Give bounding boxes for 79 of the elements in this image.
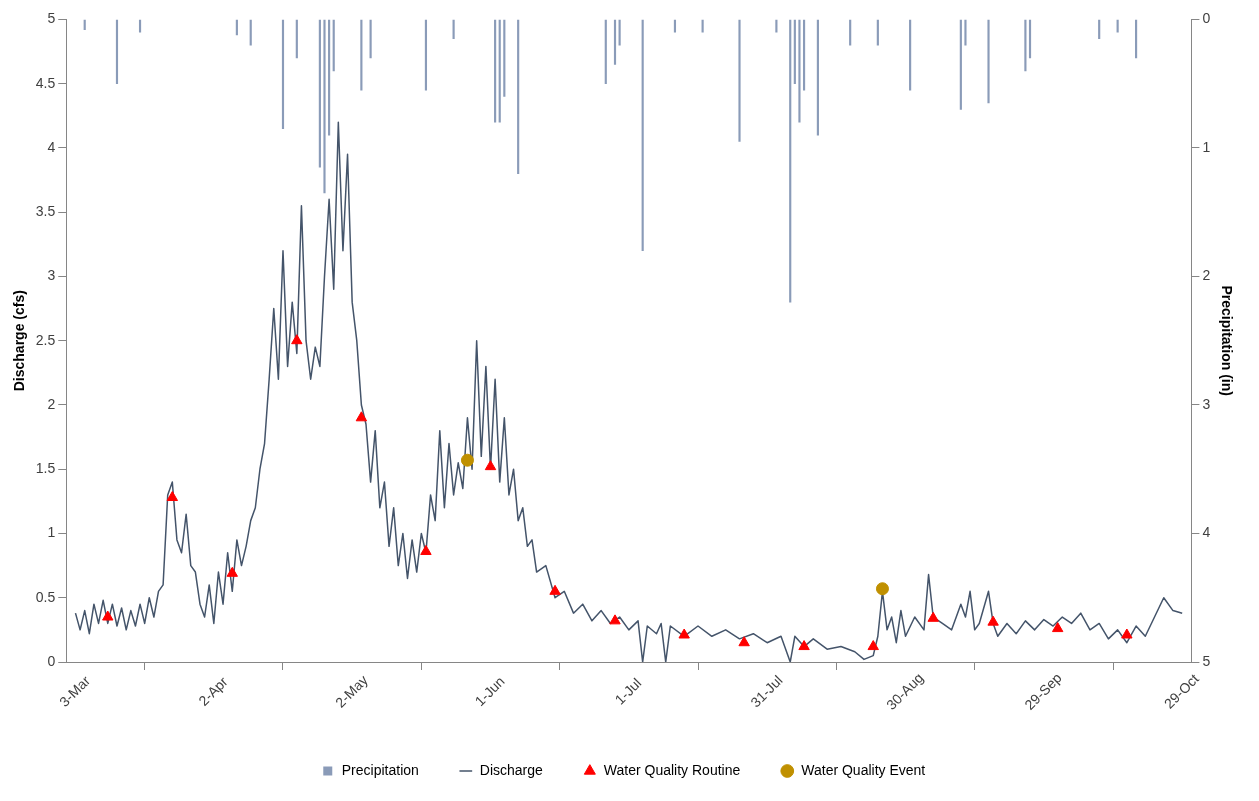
bar <box>328 19 331 136</box>
bar <box>775 19 778 33</box>
point <box>102 610 114 621</box>
bar <box>673 19 677 33</box>
legend-label: Water Quality Event <box>801 761 926 778</box>
bar <box>909 19 912 91</box>
bar <box>318 19 321 168</box>
bar <box>1098 19 1101 40</box>
point <box>460 453 474 467</box>
y2-tick-label: 2 <box>1202 267 1211 284</box>
bar <box>424 19 428 91</box>
bar <box>517 19 520 174</box>
bar <box>494 19 497 123</box>
bar <box>452 19 455 40</box>
bar <box>959 19 962 110</box>
point <box>420 544 432 555</box>
bar <box>613 19 617 65</box>
bar <box>793 19 796 84</box>
y-tick-label: 3 <box>47 267 56 284</box>
y2-axis-title: Precipitation (in) <box>1218 285 1235 396</box>
y-tick-label: 0.5 <box>35 588 56 605</box>
bar <box>281 19 285 129</box>
bar <box>369 19 372 59</box>
y-tick-label: 4 <box>47 138 56 155</box>
y2-tick-label: 1 <box>1202 138 1211 155</box>
bar <box>802 19 806 91</box>
point <box>1121 628 1133 639</box>
point <box>355 411 368 422</box>
point <box>875 582 889 596</box>
bar <box>1116 19 1119 33</box>
y-tick-label: 0 <box>47 652 56 669</box>
bar <box>138 19 142 33</box>
y-tick-label: 1 <box>47 524 56 541</box>
point <box>549 584 561 595</box>
point <box>987 615 999 626</box>
bar <box>115 19 119 84</box>
point <box>609 614 621 625</box>
bar <box>789 19 792 303</box>
point <box>798 640 810 651</box>
y2-tick-label: 4 <box>1202 524 1211 541</box>
point <box>484 460 497 471</box>
bar <box>738 19 741 142</box>
y-tick-label: 2.5 <box>35 331 56 348</box>
bar <box>295 19 298 59</box>
point <box>867 640 879 651</box>
point <box>291 334 303 345</box>
legend-label: Water Quality Routine <box>603 761 741 778</box>
point <box>226 566 238 577</box>
bar <box>604 19 607 84</box>
bar <box>987 19 990 104</box>
y-tick-label: 2 <box>47 395 56 412</box>
bar <box>1024 19 1027 72</box>
legend-label: Discharge <box>479 761 544 778</box>
y2-tick-label: 3 <box>1202 395 1211 412</box>
bar <box>332 19 335 72</box>
bar <box>816 19 819 136</box>
bar <box>360 19 363 91</box>
bar <box>1135 19 1138 59</box>
legend-label: Precipitation <box>341 761 419 778</box>
bar <box>641 19 644 252</box>
y-tick-label: 1.5 <box>35 460 56 477</box>
bar <box>701 19 704 33</box>
bar <box>1028 19 1032 59</box>
y-tick-label: 5 <box>47 10 56 27</box>
bar <box>323 19 326 194</box>
y-axis-title: Discharge (cfs) <box>11 290 28 392</box>
bar <box>498 19 501 123</box>
point <box>738 636 750 647</box>
point <box>166 490 179 501</box>
y2-tick-label: 5 <box>1202 652 1211 669</box>
point <box>1051 622 1064 633</box>
bar <box>964 19 967 46</box>
y2-tick-label: 0 <box>1202 10 1211 27</box>
y-tick-label: 3.5 <box>35 203 56 220</box>
point <box>678 628 690 639</box>
point <box>927 611 939 622</box>
y-tick-label: 4.5 <box>35 74 56 91</box>
bar <box>503 19 506 97</box>
bar <box>798 19 801 123</box>
